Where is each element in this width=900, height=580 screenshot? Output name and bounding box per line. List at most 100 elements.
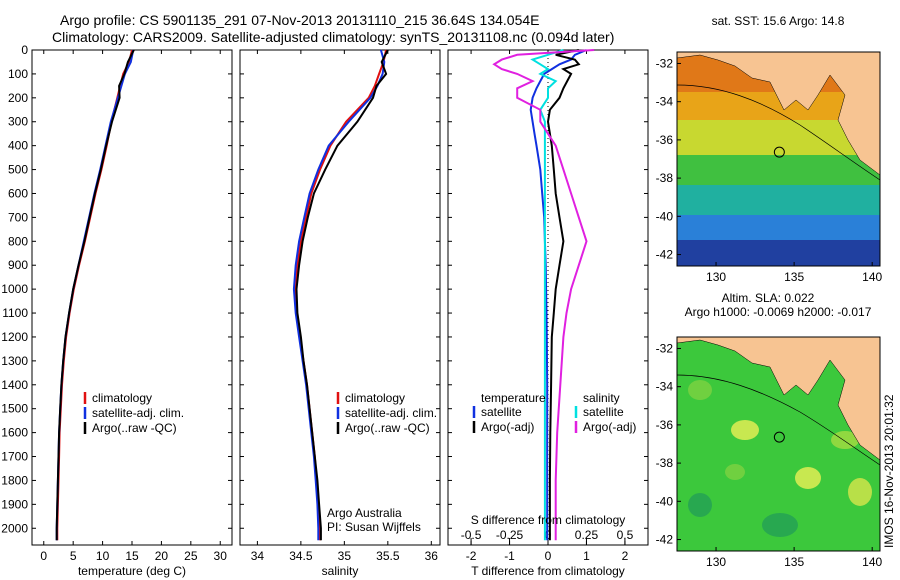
salinity-panel: 34 34.5 35 35.5 36 climatology satellite-adj… <box>239 49 441 578</box>
legend-label-satellite: satellite-adj. clim. <box>345 406 437 420</box>
lon-tick-label: 130 <box>706 270 726 284</box>
lon-tick-label: 140 <box>862 555 882 569</box>
x-tick-label: 36 <box>425 549 439 563</box>
temperature-series <box>55 49 135 541</box>
sla-eddy <box>725 464 745 480</box>
depth-tick-label: 0 <box>21 43 28 57</box>
lat-tick-label: -32 <box>656 56 674 70</box>
legend-label-satellite: satellite-adj. clim. <box>92 406 184 420</box>
sla-eddy <box>731 420 759 440</box>
depth-tick-label: 1900 <box>1 497 28 511</box>
sla-map-subtitle: Argo h1000: -0.0069 h2000: -0.017 <box>685 305 872 319</box>
legend-title-temperature: temperature <box>481 391 546 405</box>
sst-lat-ticks: -32 -34 -36 -38 -40 -42 <box>656 56 681 262</box>
sla-eddy <box>762 513 798 537</box>
legend-label-climatology: climatology <box>92 391 152 405</box>
depth-tick-label: 1000 <box>1 282 28 296</box>
sla-eddy <box>831 431 859 449</box>
sla-lat-ticks: -32 -34 -36 -38 -40 -42 <box>656 341 681 547</box>
difference-legend: temperature satellite Argo(-adj) salinit… <box>472 391 636 434</box>
series-line-satellite-adj-clim- <box>292 49 386 541</box>
x-tick-label-secondary: -0.5 <box>461 528 482 542</box>
sst-map-image <box>677 52 880 266</box>
sst-map-frame <box>676 51 881 267</box>
lat-tick-label: -36 <box>656 418 674 432</box>
x-tick-label-secondary: 0.5 <box>617 528 634 542</box>
temperature-axes <box>31 49 233 546</box>
temperature-xlabel: temperature (deg C) <box>78 564 186 578</box>
temperature-x-ticks: 0 5 10 15 20 25 30 <box>40 50 227 563</box>
depth-tick-label: 1600 <box>1 426 28 440</box>
annotation-pi: PI: Susan Wijffels <box>327 520 421 534</box>
x-tick-label-secondary: -0.25 <box>496 528 524 542</box>
title-line-1: Argo profile: CS 5901135_291 07-Nov-2013… <box>60 12 540 28</box>
imos-timestamp: IMOS 16-Nov-2013 20:01:32 <box>882 394 896 548</box>
difference-series <box>492 49 595 541</box>
sst-band-teal <box>677 185 880 215</box>
x-tick-label: 5 <box>70 549 77 563</box>
sla-eddy <box>688 380 712 400</box>
sst-bathymetry-contour <box>677 84 880 181</box>
x-tick-label: 35 <box>338 549 352 563</box>
x-tick-label: 10 <box>96 549 110 563</box>
lat-tick-label: -38 <box>656 456 674 470</box>
series-line-salinity-satellite <box>530 49 564 541</box>
x-tick-label: -1 <box>504 549 515 563</box>
salinity-depth-ticks <box>240 49 440 529</box>
sst-band-green <box>677 155 880 185</box>
series-line-argo-raw-qc- <box>55 49 135 541</box>
sst-lon-ticks: 130 135 140 <box>706 262 883 284</box>
sst-map-title: sat. SST: 15.6 Argo: 14.8 <box>712 14 845 28</box>
lon-tick-label: 135 <box>784 270 804 284</box>
x-tick-label: 1 <box>583 549 590 563</box>
x-tick-label: 2 <box>622 549 629 563</box>
lon-tick-label: 140 <box>862 270 882 284</box>
x-tick-label: 0 <box>545 549 552 563</box>
depth-tick-label: 700 <box>8 210 28 224</box>
sla-eddy <box>848 478 872 506</box>
depth-tick-label: 300 <box>8 115 28 129</box>
lat-tick-label: -34 <box>656 380 674 394</box>
legend-label-s-satellite: satellite <box>583 405 624 419</box>
sla-map-image <box>677 337 880 551</box>
sst-land <box>677 52 880 176</box>
depth-tick-label: 1500 <box>1 402 28 416</box>
x-tick-label: -2 <box>466 549 477 563</box>
sla-lon-ticks: 130 135 140 <box>706 547 883 569</box>
legend-label-argo: Argo(..raw -QC) <box>92 421 177 435</box>
x-tick-label: 30 <box>214 549 228 563</box>
depth-ticks: 0 100 200 300 400 500 600 700 800 900 1000 1100 1200… <box>1 43 232 535</box>
lat-tick-label: -34 <box>656 95 674 109</box>
salinity-x-ticks: 34 34.5 35 35.5 36 <box>251 50 439 563</box>
series-line-temperature-argo-adj- <box>546 49 581 541</box>
depth-tick-label: 1200 <box>1 330 28 344</box>
x-tick-label: 34 <box>251 549 265 563</box>
x-tick-label: 25 <box>184 549 198 563</box>
lat-tick-label: -38 <box>656 171 674 185</box>
sst-map-panel: sat. SST: 15.6 Argo: 14.8 130 135 140 -32 -… <box>656 14 883 284</box>
sst-band-deep <box>677 240 880 266</box>
sla-map-title: Altim. SLA: 0.022 <box>722 291 815 305</box>
sst-argo-marker <box>773 146 785 158</box>
x-tick-label: 20 <box>155 549 169 563</box>
depth-tick-label: 1100 <box>2 306 28 320</box>
salinity-series <box>292 49 389 541</box>
x-tick-label: 35.5 <box>376 549 400 563</box>
sla-land <box>677 337 880 461</box>
depth-tick-label: 1800 <box>1 473 28 487</box>
difference-xlabel-temperature: T difference from climatology <box>471 564 625 578</box>
depth-tick-label: 2000 <box>1 521 28 535</box>
annotation-argo-australia: Argo Australia <box>327 506 402 520</box>
depth-tick-label: 400 <box>8 139 28 153</box>
series-line-salinity-argo-adj- <box>492 49 595 541</box>
lat-tick-label: -40 <box>656 494 674 508</box>
x-tick-label: 15 <box>125 549 139 563</box>
salinity-axes <box>239 49 441 546</box>
lat-tick-label: -40 <box>656 209 674 223</box>
sst-band-blue <box>677 215 880 240</box>
depth-tick-label: 1700 <box>1 450 28 464</box>
legend-label-t-argo: Argo(-adj) <box>481 420 534 434</box>
x-tick-label: 0 <box>40 549 47 563</box>
depth-tick-label: 900 <box>8 258 28 272</box>
